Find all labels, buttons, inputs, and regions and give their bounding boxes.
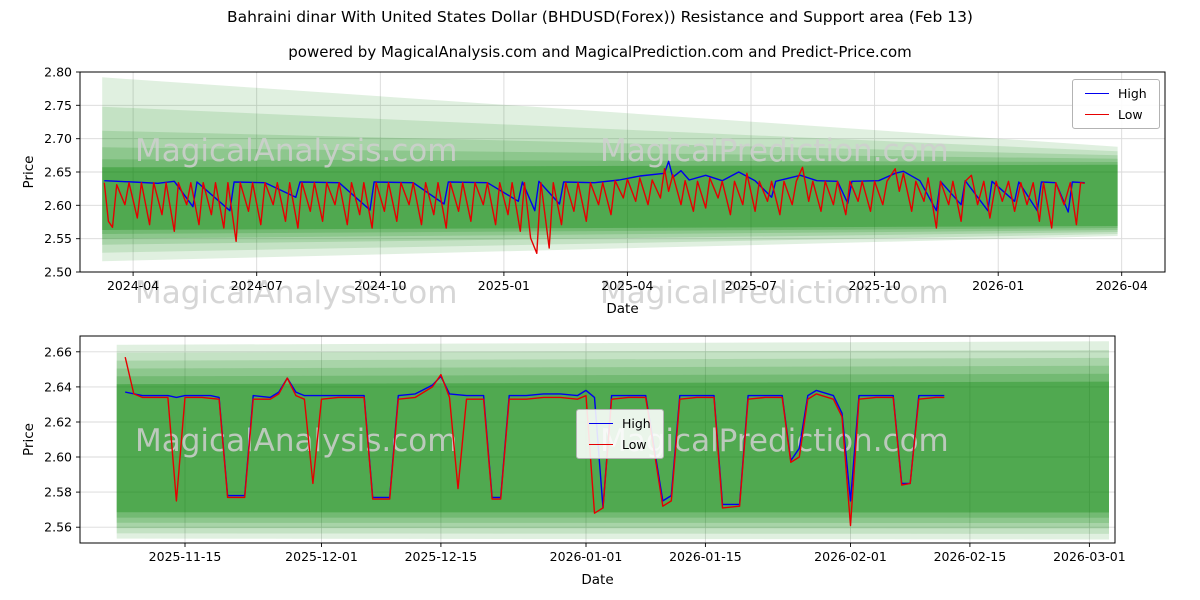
legend-item-low: Low [589,437,651,452]
legend-label-high: High [1118,86,1147,101]
support-resistance-band [102,164,1118,230]
x-tick-label: 2025-10 [848,278,900,293]
y-tick-label: 2.60 [44,450,72,465]
legend-bottom-chart: High Low [576,409,664,459]
x-tick-label: 2026-01-15 [669,549,742,564]
x-tick-label: 2025-07 [725,278,777,293]
x-axis-label: Date [606,301,638,317]
legend-top-chart: High Low [1072,79,1160,129]
x-tick-label: 2026-02-15 [934,549,1007,564]
series-low-line [103,166,1085,255]
watermark-analysis: MagicalAnalysis.com [135,133,457,169]
y-tick-label: 2.50 [44,265,72,280]
y-tick-label: 2.66 [44,344,72,359]
watermark-analysis: MagicalAnalysis.com [135,423,457,459]
y-tick-label: 2.58 [44,485,72,500]
legend-label-low: Low [622,437,647,452]
legend-item-high: High [1085,86,1147,101]
y-tick-label: 2.60 [44,198,72,213]
watermark-analysis: MagicalAnalysis.com [135,275,457,311]
chart-full-range: MagicalAnalysis.com MagicalPrediction.com… [21,65,1166,317]
legend-label-low: Low [1118,107,1143,122]
x-tick-label: 2025-11-15 [149,549,222,564]
x-tick-label: 2026-01 [972,278,1024,293]
chart-zoomed: MagicalAnalysis.com MagicalPrediction.com… [21,335,1126,588]
series-high-line [125,375,945,509]
x-tick-label: 2026-04 [1096,278,1148,293]
y-tick-label: 2.75 [44,98,72,113]
x-tick-label: 2026-03-01 [1053,549,1126,564]
x-tick-label: 2025-01 [478,278,530,293]
x-tick-label: 2025-12-01 [285,549,358,564]
legend-item-high: High [589,416,651,431]
support-resistance-band [102,130,1118,245]
chart-subtitle: powered by MagicalAnalysis.com and Magic… [288,43,912,61]
x-tick-label: 2026-02-01 [814,549,887,564]
x-tick-label: 2025-04 [601,278,653,293]
y-tick-label: 2.56 [44,520,72,535]
y-tick-label: 2.80 [44,65,72,80]
x-axis-label: Date [581,572,613,588]
y-tick-label: 2.64 [44,379,72,394]
x-tick-label: 2025-12-15 [405,549,478,564]
legend-label-high: High [622,416,651,431]
watermark-prediction: MagicalPrediction.com [600,275,949,311]
y-axis-label: Price [21,156,37,189]
support-resistance-band [102,77,1118,262]
legend-line-high [1085,93,1109,94]
support-resistance-band [102,159,1118,234]
support-resistance-band [102,106,1118,253]
legend-line-low [589,444,613,445]
x-tick-label: 2024-10 [354,278,406,293]
watermark-prediction: MagicalPrediction.com [600,133,949,169]
x-tick-label: 2024-04 [107,278,159,293]
series-low-line [124,356,945,527]
x-tick-label: 2024-07 [231,278,283,293]
x-tick-label: 2026-01-01 [550,549,623,564]
legend-line-low [1085,114,1109,115]
support-resistance-band [102,147,1118,239]
legend-line-high [589,423,613,424]
y-tick-label: 2.70 [44,131,72,146]
legend-item-low: Low [1085,107,1147,122]
y-tick-label: 2.65 [44,165,72,180]
chart-title: Bahraini dinar With United States Dollar… [227,8,973,26]
y-tick-label: 2.62 [44,415,72,430]
plot-border [79,335,1116,544]
y-tick-label: 2.55 [44,231,72,246]
y-axis-label: Price [21,423,37,456]
